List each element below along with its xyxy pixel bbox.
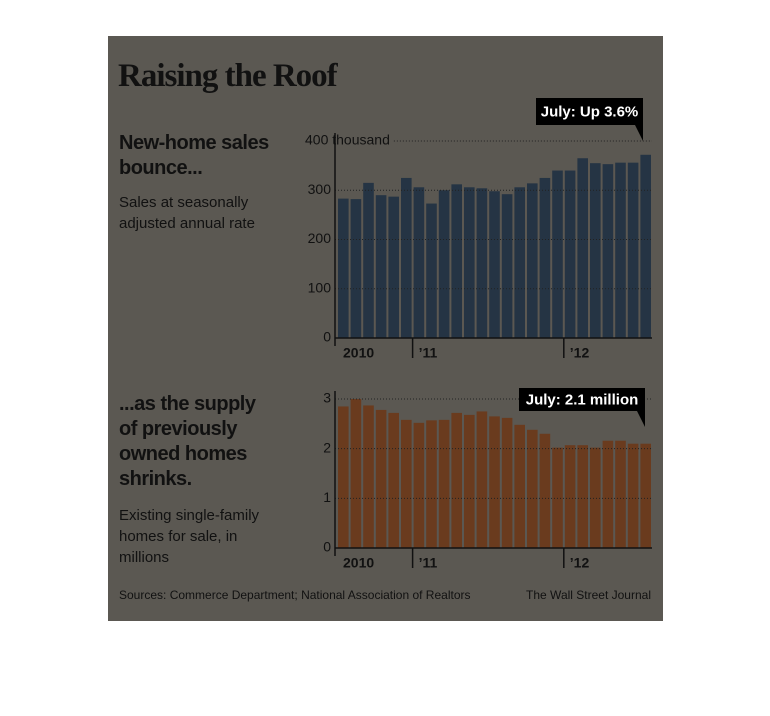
bar: [615, 440, 626, 548]
bar: [577, 158, 588, 338]
bar: [426, 420, 437, 548]
title: Raising the Roof: [118, 58, 338, 94]
y-tick-label: 2: [323, 439, 331, 455]
bar: [401, 419, 412, 548]
bar: [602, 164, 614, 338]
bar: [590, 163, 601, 338]
bar: [602, 440, 614, 548]
bar: [375, 195, 387, 338]
heading: ...as the supply of previously owned hom…: [119, 393, 256, 490]
y-tick-label: 3: [323, 390, 331, 406]
y-tick-label: 0: [323, 329, 331, 345]
bar: [451, 412, 462, 548]
bar: [501, 194, 513, 338]
annotation: July: 2.1 million: [526, 391, 639, 408]
bar: [640, 154, 651, 338]
x-tick-label: ’11: [419, 555, 438, 571]
annotation-box: [519, 388, 645, 411]
bar: [577, 445, 588, 548]
y-tick-label: 400 thousand: [305, 132, 390, 148]
bar: [590, 447, 601, 548]
source: Sources: Commerce Department; National A…: [119, 588, 471, 602]
bar: [350, 199, 362, 338]
bar: [527, 183, 538, 338]
bar: [413, 422, 425, 548]
y-tick-label: 200: [308, 230, 332, 246]
annotation-pointer: [637, 411, 645, 427]
subtitle: Sales at seasonally adjusted annual rate: [119, 194, 255, 232]
bar: [476, 411, 488, 548]
x-tick-label: 2010: [343, 555, 374, 571]
annotation-pointer: [635, 125, 643, 141]
bar: [438, 419, 450, 548]
heading: New-home sales bounce...: [119, 132, 269, 179]
bar: [451, 184, 462, 338]
subtitle: Existing single-family homes for sale, i…: [119, 507, 260, 566]
bar: [338, 198, 349, 338]
bar: [363, 182, 374, 338]
bar: [514, 187, 525, 338]
bar: [564, 170, 576, 338]
y-tick-label: 300: [308, 181, 332, 197]
bar: [401, 177, 412, 338]
bar: [464, 414, 475, 548]
bar: [388, 412, 399, 548]
x-tick-label: ’11: [419, 345, 438, 361]
annotation: July: Up 3.6%: [541, 103, 639, 120]
bar: [489, 416, 500, 548]
bar: [426, 203, 437, 338]
bar: [539, 177, 551, 338]
bar: [564, 445, 576, 548]
bar: [539, 433, 551, 548]
bar: [640, 443, 651, 548]
bar: [338, 406, 349, 548]
credit: The Wall Street Journal: [526, 588, 651, 602]
x-tick-label: 2010: [343, 345, 374, 361]
bar: [527, 429, 538, 548]
x-tick-label: ’12: [570, 555, 590, 571]
x-tick-label: ’12: [570, 345, 590, 361]
bar: [350, 399, 362, 548]
bar: [413, 187, 425, 338]
bar: [489, 191, 500, 338]
bar: [501, 417, 513, 548]
bar: [476, 188, 488, 338]
bar: [363, 405, 374, 548]
bar: [388, 196, 399, 338]
y-tick-label: 1: [323, 489, 331, 505]
bar: [514, 424, 525, 548]
y-tick-label: 0: [323, 539, 331, 555]
bar: [464, 187, 475, 338]
bar: [438, 190, 450, 338]
y-tick-label: 100: [308, 279, 332, 295]
annotation-box: [536, 98, 643, 125]
bar: [627, 162, 639, 338]
bar: [615, 162, 626, 338]
bar: [627, 443, 639, 548]
bar: [552, 170, 563, 338]
bar: [375, 409, 387, 548]
